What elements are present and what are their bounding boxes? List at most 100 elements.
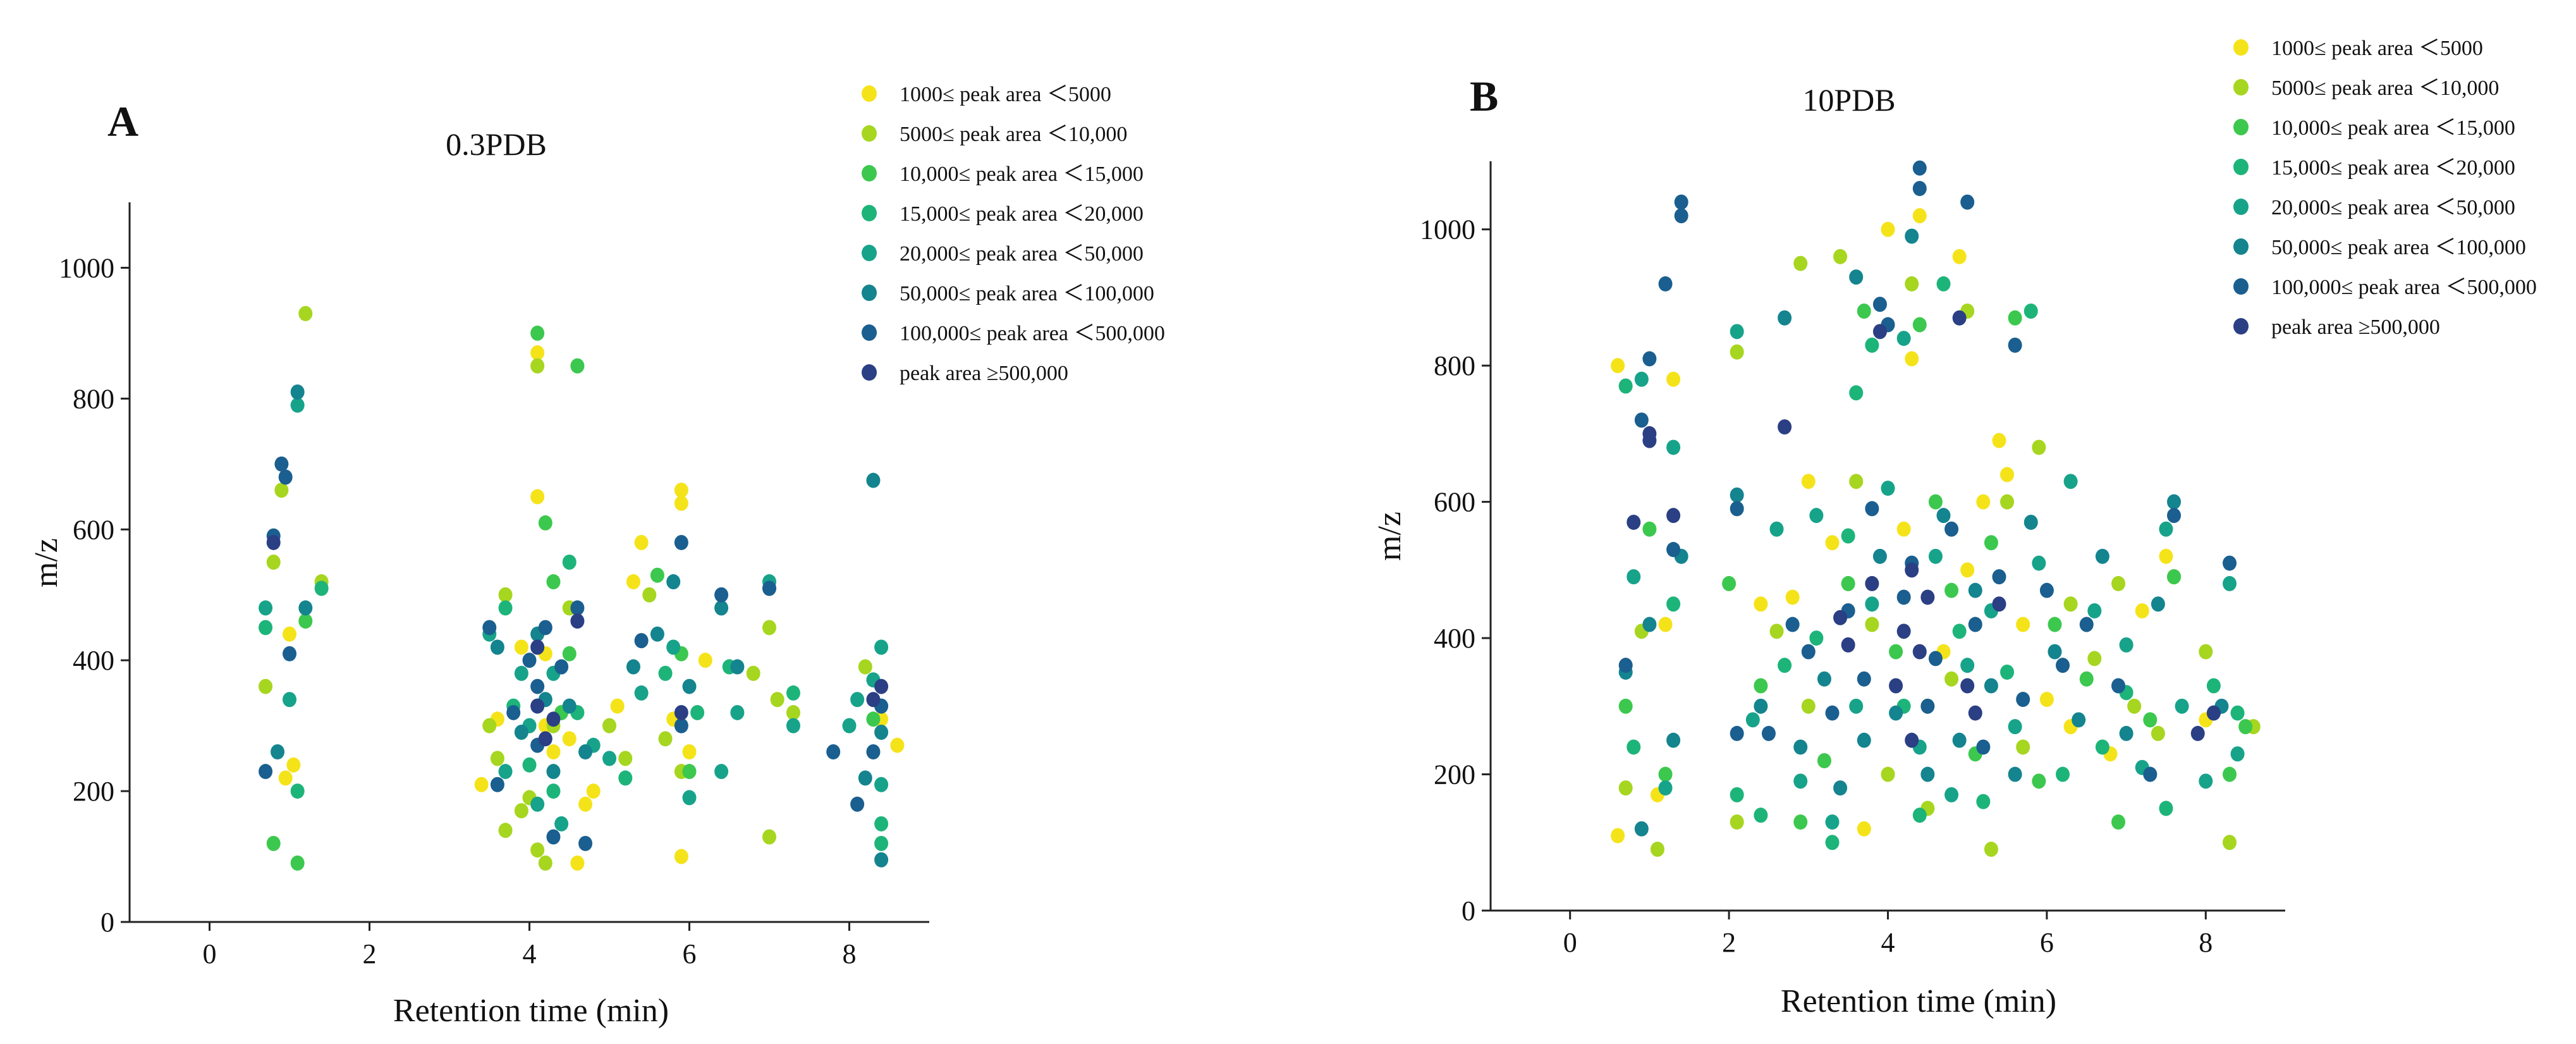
data-point: [2079, 671, 2094, 687]
data-point: [730, 704, 745, 720]
data-point: [490, 639, 504, 655]
data-point: [858, 659, 872, 675]
data-point: [522, 653, 537, 668]
data-point: [1825, 705, 1840, 721]
data-point: [2024, 304, 2038, 319]
x-tick-label: 4: [1881, 927, 1895, 958]
data-point: [2087, 603, 2102, 618]
data-point: [2159, 521, 2173, 537]
y-axis-title: m/z: [1372, 512, 1408, 561]
data-point: [2008, 719, 2022, 735]
legend-marker: [862, 364, 877, 381]
legend-marker: [2233, 159, 2249, 175]
y-tick-label: 600: [1434, 487, 1475, 518]
data-point: [1976, 494, 1991, 510]
data-point: [874, 777, 889, 792]
data-point: [2167, 508, 2182, 524]
data-point: [1730, 344, 1744, 360]
chart-title: 0.3PDB: [446, 126, 547, 162]
legend-label: 50,000≤ peak area ＜100,000: [900, 282, 1154, 305]
data-point: [1627, 514, 1641, 530]
data-point: [546, 829, 561, 845]
data-point: [298, 613, 313, 629]
data-point: [530, 489, 545, 505]
data-point: [1785, 617, 1800, 632]
legend-marker: [862, 324, 877, 341]
legend-marker: [862, 165, 877, 181]
data-point: [2056, 658, 2070, 673]
data-point: [2063, 474, 2078, 489]
data-point: [1841, 637, 1855, 653]
data-point: [2039, 692, 2054, 708]
data-point: [1928, 494, 1943, 510]
data-point: [2016, 692, 2030, 708]
data-point: [1634, 821, 1649, 837]
data-point: [1618, 378, 1633, 394]
data-point: [2111, 575, 2126, 591]
data-point: [298, 305, 313, 321]
legend-marker: [862, 205, 877, 221]
data-point: [530, 639, 545, 655]
data-point: [278, 469, 293, 485]
data-point: [850, 692, 865, 708]
data-point: [1865, 617, 1879, 632]
data-point: [474, 777, 489, 792]
data-point: [2039, 582, 2054, 598]
data-point: [1952, 310, 1967, 326]
y-tick-label: 400: [73, 645, 114, 676]
data-point: [266, 555, 281, 570]
data-point: [770, 692, 784, 708]
data-point: [1793, 814, 1808, 830]
data-point: [1889, 678, 1903, 694]
data-point: [1881, 481, 1895, 496]
data-point: [1865, 501, 1879, 517]
data-point: [866, 692, 881, 708]
legend-label: 15,000≤ peak area ＜20,000: [900, 202, 1144, 226]
x-tick-label: 8: [2199, 927, 2213, 958]
data-point: [1968, 705, 1982, 721]
data-point: [1627, 569, 1641, 585]
data-point: [2095, 548, 2109, 564]
data-point: [530, 698, 545, 714]
data-point: [610, 698, 625, 714]
data-point: [570, 600, 585, 616]
data-point: [730, 659, 745, 675]
data-point: [1778, 310, 1792, 326]
data-point: [866, 472, 881, 488]
data-point: [666, 639, 681, 655]
data-point: [1984, 842, 1998, 857]
data-point: [2206, 678, 2221, 694]
data-point: [274, 482, 289, 498]
data-point: [530, 358, 545, 374]
data-point: [1730, 787, 1744, 802]
data-point: [1849, 474, 1864, 489]
data-point: [538, 515, 552, 531]
data-point: [1960, 658, 1975, 673]
data-point: [259, 620, 273, 636]
legend-label: peak area ≥500,000: [2271, 316, 2440, 339]
data-point: [850, 796, 865, 812]
data-point: [2008, 766, 2022, 782]
legend-label: 5000≤ peak area ＜10,000: [900, 123, 1127, 146]
data-point: [858, 770, 872, 786]
data-point: [1618, 658, 1633, 673]
data-point: [1833, 780, 1848, 796]
legend-label: 1000≤ peak area ＜5000: [2271, 37, 2483, 60]
data-point: [2135, 603, 2149, 618]
data-point: [1896, 623, 1911, 639]
data-point: [1674, 208, 1688, 224]
data-point: [1912, 808, 1927, 823]
data-point: [1920, 698, 1935, 714]
data-point: [682, 744, 697, 760]
data-point: [618, 751, 633, 766]
data-point: [1944, 582, 1959, 598]
legend-label: 15,000≤ peak area ＜20,000: [2271, 156, 2515, 180]
data-point: [1754, 596, 1768, 612]
data-point: [283, 646, 296, 661]
data-point: [1642, 521, 1657, 537]
data-point: [1920, 766, 1935, 782]
data-point: [314, 580, 329, 596]
data-point: [530, 679, 545, 694]
data-point: [514, 639, 528, 655]
